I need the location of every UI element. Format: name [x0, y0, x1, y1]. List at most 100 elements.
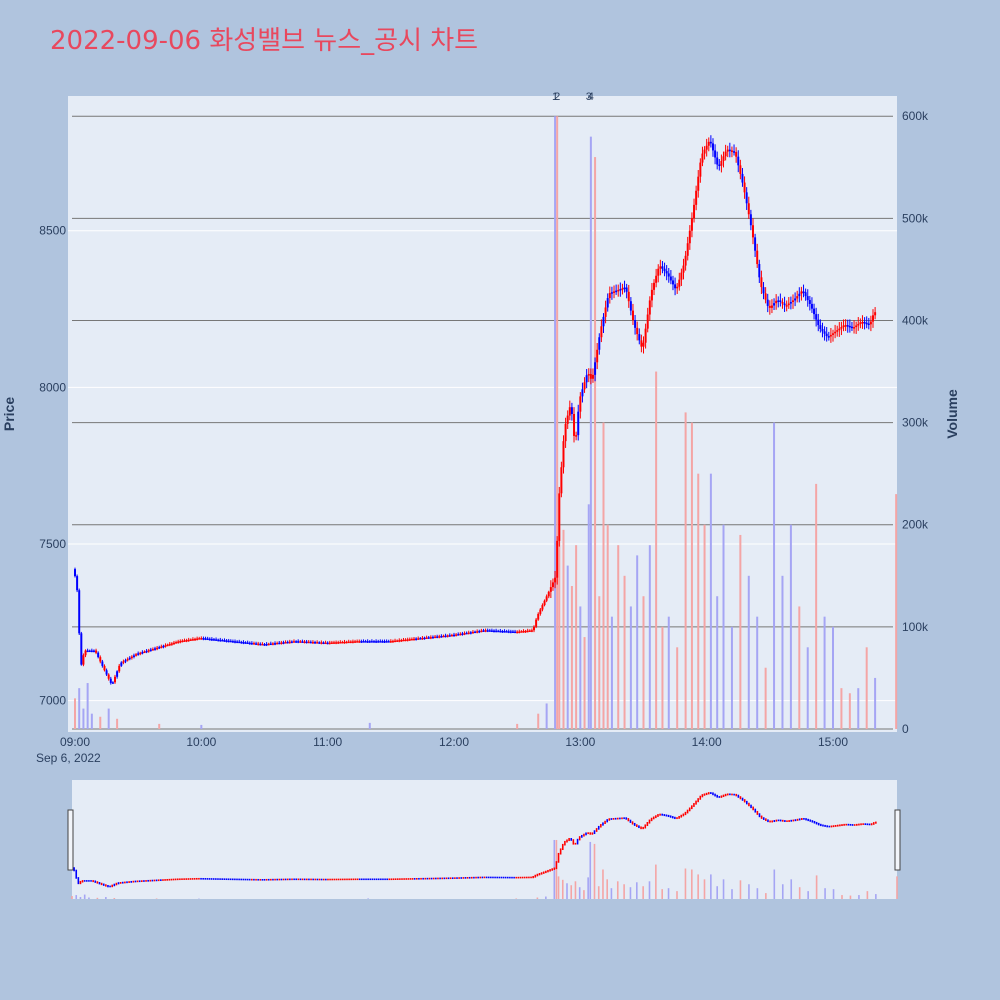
slider-volume-bar [722, 879, 725, 899]
slider-candle [227, 878, 230, 881]
candle [484, 628, 487, 633]
candle [813, 303, 816, 320]
candle [299, 640, 302, 643]
range-slider-right-handle[interactable] [894, 809, 901, 871]
slider-candle [695, 800, 697, 805]
candle [459, 632, 462, 636]
candle [328, 640, 331, 645]
slider-candle [244, 878, 247, 881]
slider-candle [845, 823, 848, 826]
slider-candle [536, 873, 539, 877]
slider-candle [805, 818, 807, 821]
slider-candle [295, 878, 298, 881]
range-slider-left-handle[interactable] [67, 809, 74, 871]
slider-candle [225, 878, 228, 881]
candle [139, 651, 142, 656]
candle [581, 382, 584, 403]
main-plot-area [68, 96, 897, 732]
slider-candle [331, 878, 333, 881]
slider-candle [817, 822, 820, 826]
slider-candle [382, 878, 384, 881]
slider-candle [750, 804, 752, 809]
volume-bar [587, 504, 590, 729]
slider-candle [363, 878, 365, 881]
candle [76, 574, 79, 593]
candle [493, 629, 496, 633]
candle [505, 629, 508, 633]
candle [88, 649, 91, 653]
candle [147, 648, 150, 653]
candle [587, 368, 590, 383]
slider-volume-bar [610, 888, 613, 899]
slider-candle [602, 822, 604, 826]
candle [482, 628, 485, 632]
slider-candle [870, 823, 873, 826]
slider-candle [542, 871, 545, 874]
slider-candle [267, 878, 270, 881]
slider-candle [339, 878, 342, 881]
candle [863, 317, 866, 330]
slider-candle [464, 877, 467, 879]
candle [678, 272, 681, 291]
volume-bar [730, 626, 733, 729]
candle [297, 639, 300, 644]
slider-candle [458, 877, 460, 879]
volume-bar [90, 713, 93, 729]
candle [208, 637, 211, 641]
slider-candle [394, 878, 397, 880]
slider-candle [337, 878, 340, 881]
candle [855, 321, 858, 334]
slider-volume-bar [773, 869, 776, 899]
slider-candle [160, 879, 162, 882]
candle [680, 268, 683, 286]
candle [423, 636, 426, 640]
slider-candle [600, 824, 602, 828]
candle [867, 317, 870, 330]
candle [650, 282, 653, 308]
candle [659, 259, 662, 276]
candle [787, 297, 790, 309]
slider-candle [327, 878, 329, 881]
slider-candle [707, 792, 710, 795]
volume-bar [636, 555, 639, 729]
y2-tick-label: 600k [902, 109, 929, 123]
range-slider[interactable] [72, 780, 897, 899]
slider-volume-bar [105, 897, 107, 899]
slider-candle [801, 817, 803, 821]
slider-candle [426, 877, 429, 880]
candle [821, 322, 824, 338]
volume-bar [116, 718, 119, 729]
volume-bar [684, 412, 687, 729]
candle [375, 639, 378, 644]
slider-candle [674, 816, 676, 820]
candle [754, 233, 757, 258]
candle [421, 636, 424, 640]
slider-candle [325, 878, 327, 881]
slider-volume-bar [75, 895, 78, 899]
slider-volume-bar [583, 890, 585, 899]
candle [109, 676, 112, 685]
candle [804, 288, 807, 301]
slider-candle [570, 838, 573, 841]
candle [522, 629, 525, 633]
slider-candle [162, 879, 164, 881]
slider-candle [784, 820, 786, 822]
candle [518, 629, 521, 634]
candle [221, 638, 224, 642]
candle [827, 331, 830, 341]
slider-candle [145, 880, 147, 882]
slider-volume-bar [739, 880, 742, 899]
volume-bar [107, 708, 110, 729]
volume-bar [747, 575, 750, 729]
candle [467, 630, 470, 635]
candle [766, 293, 769, 313]
candle [714, 144, 717, 165]
slider-candle [172, 878, 175, 881]
slider-candle [820, 823, 822, 827]
slider-candle [341, 878, 344, 881]
slider-candle [409, 878, 412, 880]
slider-candle [773, 820, 776, 823]
slider-candle [174, 878, 177, 881]
candle [709, 135, 712, 148]
candle [242, 640, 245, 645]
